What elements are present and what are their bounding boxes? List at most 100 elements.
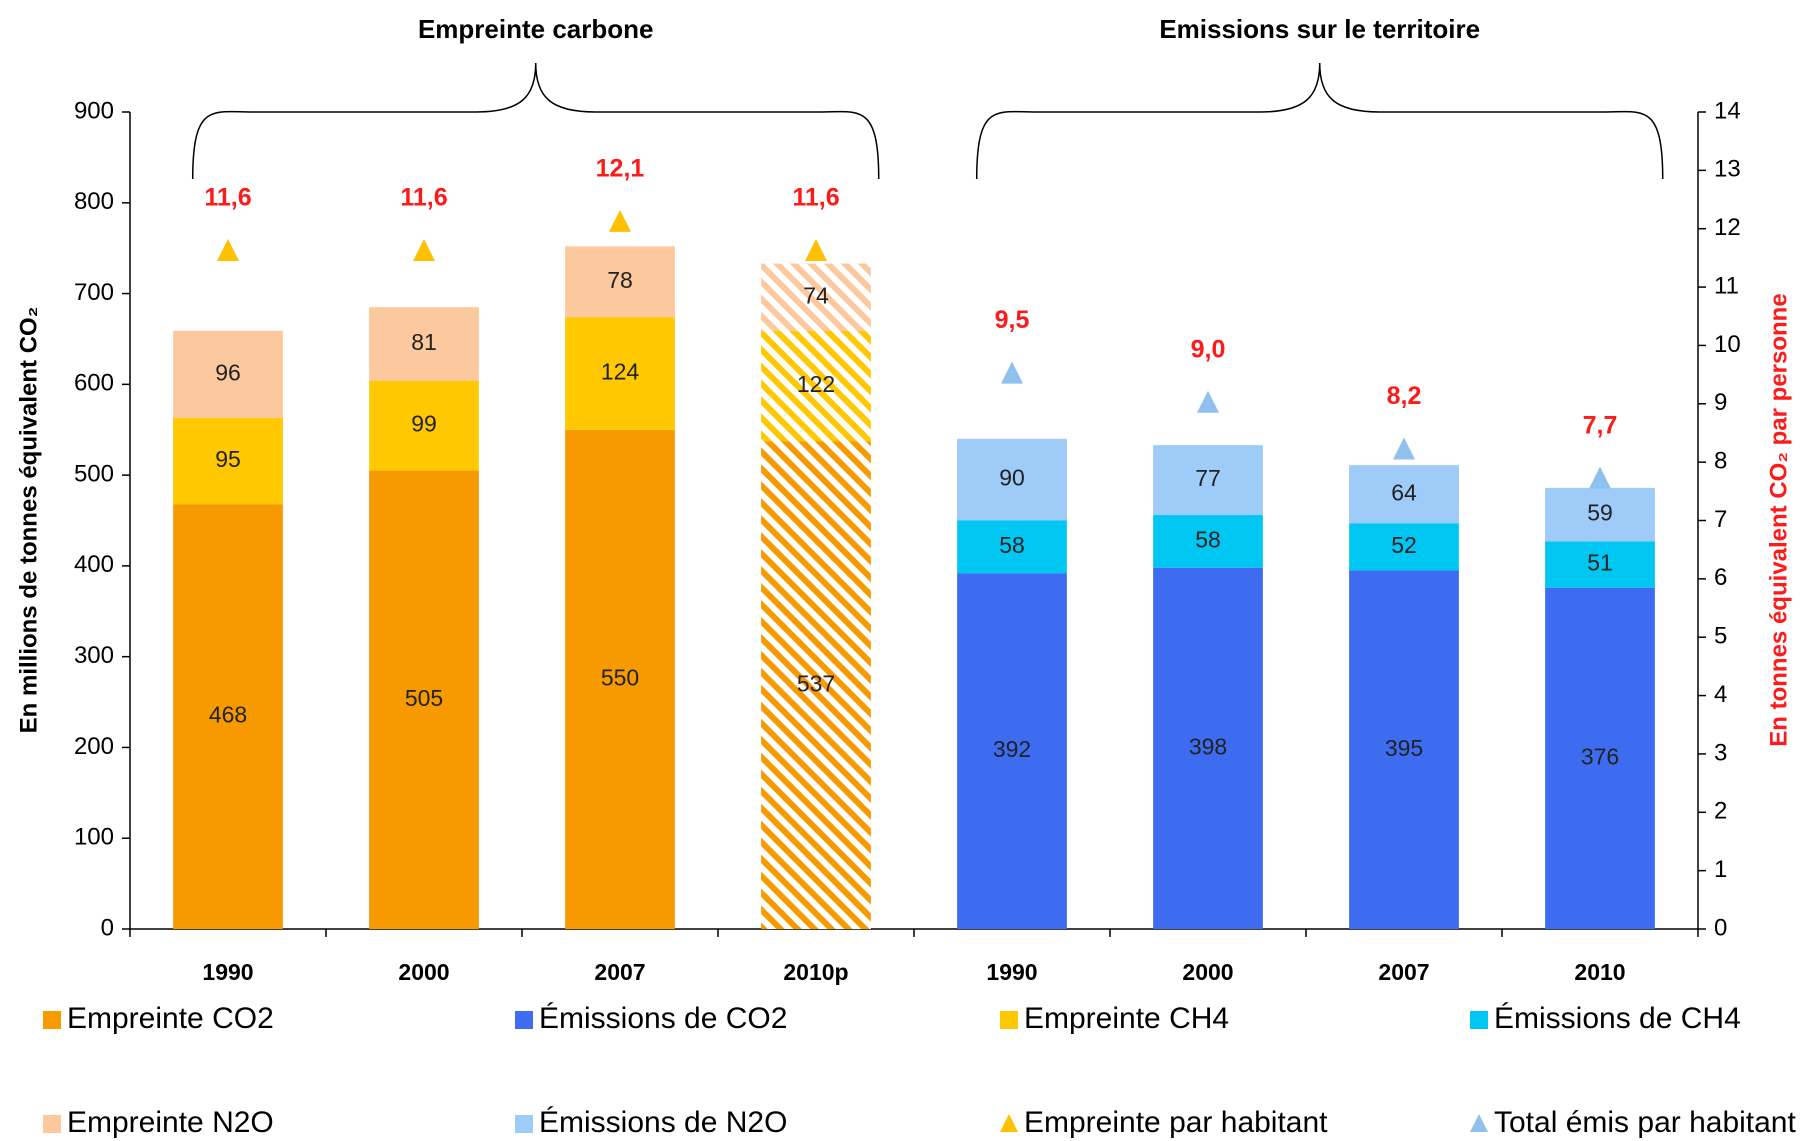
y-tick-label: 800 (74, 188, 114, 215)
y2-tick-label: 8 (1714, 447, 1727, 474)
segment-label: 505 (405, 685, 443, 711)
bar-segment (1349, 465, 1459, 524)
y2-tick-label: 14 (1714, 97, 1741, 124)
value-label: 8,2 (1387, 382, 1422, 410)
y-tick-label: 700 (74, 279, 114, 306)
y-tick-label: 600 (74, 370, 114, 397)
triangle-marker (805, 239, 827, 262)
y-axis-label: En millions de tonnes équivalent CO₂ (15, 307, 42, 734)
y2-tick-label: 6 (1714, 564, 1727, 591)
y2-tick-label: 7 (1714, 506, 1727, 533)
bar-segment (565, 246, 675, 318)
x-tick-label: 1990 (986, 959, 1037, 985)
legend-label: Émissions de N2O (539, 1106, 787, 1139)
legend-swatch (1470, 1011, 1488, 1029)
legend-label: Empreinte N2O (67, 1106, 274, 1139)
legend-label: Empreinte CO2 (67, 1002, 274, 1035)
bar-segment (369, 380, 479, 471)
legend-label: Empreinte CH4 (1024, 1002, 1229, 1035)
legend-label: Total émis par habitant (1494, 1106, 1796, 1139)
legend-swatch (515, 1115, 533, 1133)
segment-label: 468 (209, 702, 247, 728)
bar-segment (1545, 587, 1655, 929)
segment-label: 99 (411, 411, 437, 437)
y2-tick-label: 11 (1714, 272, 1739, 299)
legend-swatch (515, 1011, 533, 1029)
bar-segment (1153, 515, 1263, 568)
segment-label: 81 (411, 329, 437, 355)
segment-label: 124 (601, 359, 640, 385)
legend-label: Émissions de CO2 (539, 1002, 787, 1035)
segment-label: 398 (1189, 733, 1227, 759)
group-brace (975, 62, 1664, 180)
x-tick-label: 2010p (783, 959, 848, 985)
triangle-marker (1589, 466, 1611, 489)
bar-segment (173, 504, 283, 929)
bar-segment (761, 263, 871, 331)
bar-segment (761, 330, 871, 442)
legend-swatch (43, 1115, 61, 1133)
segment-label: 59 (1587, 500, 1613, 526)
bar-segment (369, 307, 479, 381)
value-label: 11,6 (400, 184, 447, 212)
segment-label: 64 (1391, 479, 1417, 505)
y2-tick-label: 10 (1714, 331, 1741, 358)
segment-label: 122 (797, 371, 835, 397)
legend-marker (1470, 1114, 1488, 1132)
value-label: 11,6 (204, 184, 251, 212)
segment-label: 51 (1587, 550, 1613, 576)
segment-label: 58 (999, 532, 1025, 558)
segment-label: 392 (993, 736, 1031, 762)
legend-swatch (1000, 1011, 1018, 1029)
y2-axis-label: En tonnes équivalent CO₂ par personne (1765, 293, 1792, 746)
y2-tick-label: 13 (1714, 156, 1741, 183)
y2-tick-label: 1 (1714, 856, 1727, 883)
group-brace (191, 62, 880, 180)
y2-tick-label: 9 (1714, 389, 1727, 416)
value-label: 9,0 (1191, 335, 1226, 363)
segment-label: 395 (1385, 735, 1423, 761)
bar-segment (1153, 445, 1263, 516)
segment-label: 78 (607, 267, 633, 293)
legend-label: Empreinte par habitant (1024, 1106, 1328, 1139)
value-label: 12,1 (596, 154, 645, 182)
bar-segment (957, 573, 1067, 929)
bar-segment (1153, 567, 1263, 929)
segment-label: 58 (1195, 526, 1221, 552)
bar-segment (957, 520, 1067, 574)
legend-swatch (43, 1011, 61, 1029)
y-tick-label: 500 (74, 460, 114, 487)
bar-segment (173, 417, 283, 505)
value-label: 11,6 (792, 184, 839, 212)
y-tick-label: 300 (74, 642, 114, 669)
y2-tick-label: 4 (1714, 681, 1727, 708)
segment-label: 90 (999, 465, 1025, 491)
segment-label: 74 (803, 282, 829, 308)
triangle-marker (1001, 361, 1023, 384)
x-tick-label: 2010 (1574, 959, 1625, 985)
bar-segment (565, 317, 675, 430)
group-label: Empreinte carbone (418, 14, 654, 44)
bar-segment (565, 429, 675, 929)
segment-label: 96 (215, 359, 241, 385)
legend-label: Émissions de CH4 (1494, 1002, 1741, 1035)
segment-label: 95 (215, 446, 241, 472)
y-tick-label: 0 (101, 914, 114, 941)
triangle-marker (413, 239, 435, 262)
triangle-marker (609, 209, 631, 232)
bar-segment (1545, 541, 1655, 588)
bar-segment (957, 438, 1067, 521)
y2-tick-label: 5 (1714, 623, 1727, 650)
segment-label: 77 (1195, 465, 1221, 491)
bar-segment (761, 441, 871, 929)
triangle-marker (217, 239, 239, 262)
y-tick-label: 900 (74, 97, 114, 124)
x-tick-label: 2007 (1378, 959, 1429, 985)
value-label: 9,5 (995, 306, 1030, 334)
legend-marker (1000, 1114, 1018, 1132)
triangle-marker (1197, 390, 1219, 413)
x-tick-label: 2007 (594, 959, 645, 985)
segment-label: 537 (797, 670, 835, 696)
y2-tick-label: 0 (1714, 914, 1727, 941)
